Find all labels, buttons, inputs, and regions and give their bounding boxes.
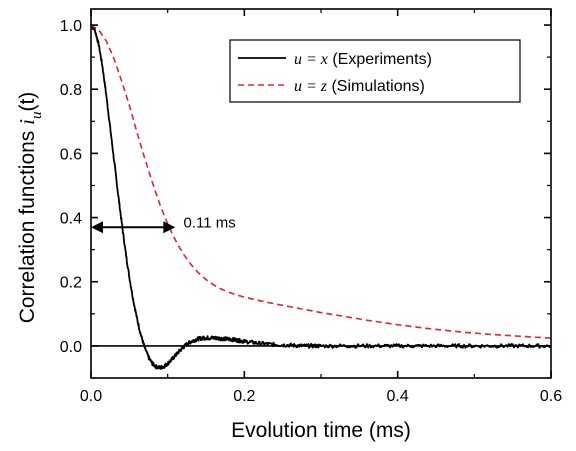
axes-layer: 0.0 0.2 0.4 0.6 0.0 0.2 0.4 0.6 0.8 1.0 Evolution …	[15, 8, 562, 442]
series-line-experiments	[91, 24, 551, 370]
y-axis-title-subscript: u	[29, 112, 45, 120]
x-axis-title: Evolution time (ms)	[231, 419, 411, 442]
series-line-simulations	[91, 24, 551, 340]
x-tick-label: 0.0	[80, 388, 102, 405]
legend-text: (Simulations)	[327, 78, 425, 95]
y-axis-title-var: i	[15, 119, 39, 125]
legend-math: u = x	[294, 51, 328, 68]
x-tick-label: 0.2	[233, 388, 255, 405]
y-axis-title-suffix: (t)	[16, 92, 39, 112]
annotation-arrowhead-right	[163, 221, 176, 234]
legend-math: u = z	[294, 78, 328, 95]
y-tick-label: 0.8	[60, 82, 82, 99]
y-tick-label: 0.2	[60, 275, 82, 292]
legend-label-experiments: u = x (Experiments)	[294, 51, 432, 68]
y-tick-label: 0.0	[60, 339, 82, 356]
x-tick-label: 0.4	[387, 388, 409, 405]
y-tick-label: 0.4	[60, 211, 82, 228]
annotation-layer: 0.11 ms	[91, 214, 236, 234]
x-tick-label: 0.6	[540, 388, 562, 405]
legend-text: (Experiments)	[328, 51, 432, 68]
legend: u = x (Experiments)u = z (Simulations)	[229, 39, 521, 103]
legend-box	[229, 39, 521, 103]
y-tick-label: 0.6	[60, 146, 82, 163]
legend-label-simulations: u = z (Simulations)	[294, 78, 425, 95]
annotation-arrowhead-left	[91, 221, 103, 234]
series-layer	[91, 24, 551, 370]
y-axis-title-prefix: Correlation functions	[16, 125, 39, 323]
y-tick-label: 1.0	[60, 18, 82, 35]
y-axis-title: Correlation functions iu(t)	[15, 92, 45, 324]
annotation-label: 0.11 ms	[183, 214, 235, 231]
